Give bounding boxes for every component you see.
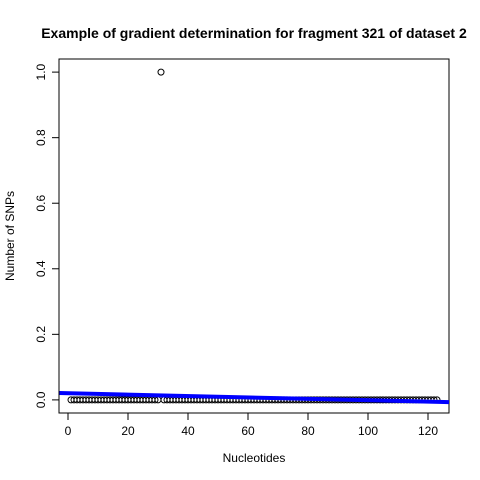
x-tick-label: 40 bbox=[181, 424, 195, 438]
x-axis: 0 20 40 60 80 100 120 bbox=[65, 412, 438, 438]
x-tick-label: 0 bbox=[65, 424, 72, 438]
x-tick-label: 100 bbox=[358, 424, 378, 438]
y-tick-label: 0.8 bbox=[34, 129, 48, 146]
x-tick-label: 60 bbox=[241, 424, 255, 438]
y-tick-label: 0.6 bbox=[34, 195, 48, 212]
data-point bbox=[157, 68, 165, 76]
chart-title: Example of gradient determination for fr… bbox=[41, 25, 467, 41]
plot-area-frame bbox=[58, 58, 450, 414]
x-tick-label: 80 bbox=[301, 424, 315, 438]
y-tick-label: 0.0 bbox=[34, 391, 48, 408]
y-tick-label: 0.2 bbox=[34, 326, 48, 343]
plot-marks bbox=[59, 68, 449, 405]
regression-line bbox=[59, 391, 449, 405]
x-tick-label: 120 bbox=[418, 424, 438, 438]
y-tick-label: 1.0 bbox=[34, 63, 48, 80]
x-tick-label: 20 bbox=[121, 424, 135, 438]
y-axis-label: Number of SNPs bbox=[3, 191, 17, 281]
regression-line-group bbox=[59, 391, 449, 405]
y-axis: 0.0 0.2 0.4 0.6 0.8 1.0 bbox=[34, 63, 60, 408]
y-tick-label: 0.4 bbox=[34, 260, 48, 277]
x-axis-label: Nucleotides bbox=[223, 451, 286, 465]
